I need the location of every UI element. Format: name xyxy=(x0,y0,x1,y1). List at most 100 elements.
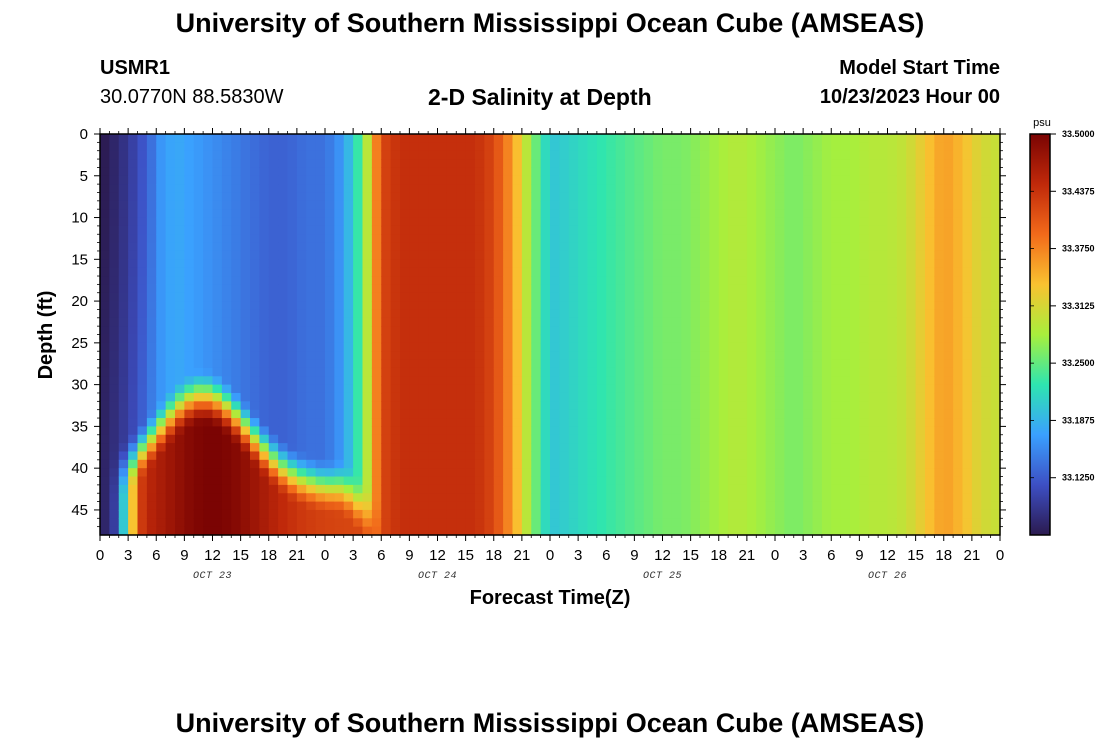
heatmap-cell xyxy=(728,225,739,235)
heatmap-cell xyxy=(437,351,448,361)
colorbar-tick-label: 33.3125 xyxy=(1062,301,1095,311)
heatmap-cell xyxy=(437,443,448,453)
heatmap-cell xyxy=(756,209,767,219)
heatmap-cell xyxy=(353,351,364,361)
heatmap-cell xyxy=(578,451,589,461)
heatmap-cell xyxy=(821,509,832,519)
heatmap-cell xyxy=(231,292,242,302)
heatmap-cell xyxy=(840,443,851,453)
heatmap-cell xyxy=(465,159,476,169)
heatmap-cell xyxy=(709,367,720,377)
heatmap-cell xyxy=(728,526,739,536)
heatmap-cell xyxy=(775,501,785,511)
heatmap-cell xyxy=(400,150,410,160)
heatmap-cell xyxy=(587,301,598,311)
heatmap-cell xyxy=(250,359,260,369)
heatmap-cell xyxy=(803,250,814,260)
heatmap-cell xyxy=(221,192,232,202)
heatmap-cell xyxy=(381,376,392,386)
heatmap-cell xyxy=(681,384,692,394)
heatmap-cell xyxy=(325,301,335,311)
heatmap-cell xyxy=(221,367,232,377)
heatmap-cell xyxy=(625,192,635,202)
heatmap-cell xyxy=(953,493,964,503)
heatmap-cell xyxy=(428,468,439,478)
heatmap-cell xyxy=(146,184,157,194)
heatmap-cell xyxy=(690,142,701,152)
heatmap-cell xyxy=(737,142,748,152)
heatmap-cell xyxy=(175,150,185,160)
heatmap-cell xyxy=(212,284,223,294)
heatmap-cell xyxy=(615,192,626,202)
heatmap-cell xyxy=(906,259,917,269)
heatmap-cell xyxy=(821,434,832,444)
heatmap-cell xyxy=(934,342,945,352)
heatmap-cell xyxy=(896,301,907,311)
heatmap-cell xyxy=(137,476,148,486)
heatmap-cell xyxy=(662,434,673,444)
heatmap-cell xyxy=(662,418,673,427)
heatmap-cell xyxy=(221,200,232,210)
heatmap-cell xyxy=(690,526,701,536)
heatmap-cell xyxy=(353,359,364,369)
heatmap-cell xyxy=(287,234,298,244)
heatmap-cell xyxy=(456,276,467,285)
heatmap-cell xyxy=(278,159,289,169)
heatmap-cell xyxy=(428,167,439,177)
heatmap-cell xyxy=(203,284,214,294)
heatmap-cell xyxy=(456,401,467,411)
heatmap-cell xyxy=(915,501,926,511)
heatmap-cell xyxy=(653,493,664,503)
heatmap-cell xyxy=(850,184,860,194)
heatmap-cell xyxy=(981,518,992,528)
heatmap-cell xyxy=(418,184,429,194)
heatmap-cell xyxy=(850,459,860,469)
heatmap-cell xyxy=(859,317,870,327)
heatmap-cell xyxy=(409,276,420,285)
heatmap-cell xyxy=(521,284,532,294)
x-tick-label: 0 xyxy=(771,547,779,564)
heatmap-cell xyxy=(662,242,673,252)
heatmap-cell xyxy=(521,484,532,494)
heatmap-cell xyxy=(831,142,842,152)
heatmap-cell xyxy=(765,476,776,486)
heatmap-cell xyxy=(662,351,673,361)
heatmap-cell xyxy=(175,234,185,244)
heatmap-cell xyxy=(662,468,673,478)
heatmap-cell xyxy=(878,484,889,494)
heatmap-cell xyxy=(381,443,392,453)
y-tick-label: 25 xyxy=(71,335,88,352)
heatmap-cell xyxy=(915,351,926,361)
heatmap-cell xyxy=(493,476,504,486)
heatmap-cell xyxy=(343,418,354,427)
heatmap-cell xyxy=(456,418,467,427)
heatmap-cell xyxy=(671,526,682,536)
heatmap-cell xyxy=(381,276,392,285)
heatmap-cell xyxy=(203,443,214,453)
heatmap-cell xyxy=(971,192,982,202)
heatmap-cell xyxy=(943,192,954,202)
heatmap-cell xyxy=(981,376,992,386)
heatmap-cell xyxy=(887,401,898,411)
heatmap-cell xyxy=(690,292,701,302)
heatmap-cell xyxy=(343,409,354,419)
heatmap-cell xyxy=(803,150,814,160)
heatmap-cell xyxy=(137,192,148,202)
heatmap-cell xyxy=(850,484,860,494)
heatmap-cell xyxy=(700,342,710,352)
heatmap-cell xyxy=(971,292,982,302)
heatmap-cell xyxy=(971,401,982,411)
heatmap-cell xyxy=(521,443,532,453)
heatmap-cell xyxy=(540,192,551,202)
heatmap-cell xyxy=(146,509,157,519)
heatmap-cell xyxy=(709,426,720,436)
heatmap-cell xyxy=(943,509,954,519)
heatmap-cell xyxy=(156,217,167,227)
heatmap xyxy=(100,134,1001,536)
heatmap-cell xyxy=(765,309,776,319)
heatmap-cell xyxy=(109,434,120,444)
heatmap-cell xyxy=(653,209,664,219)
x-tick-label: 15 xyxy=(907,547,924,564)
heatmap-cell xyxy=(971,317,982,327)
heatmap-cell xyxy=(887,317,898,327)
